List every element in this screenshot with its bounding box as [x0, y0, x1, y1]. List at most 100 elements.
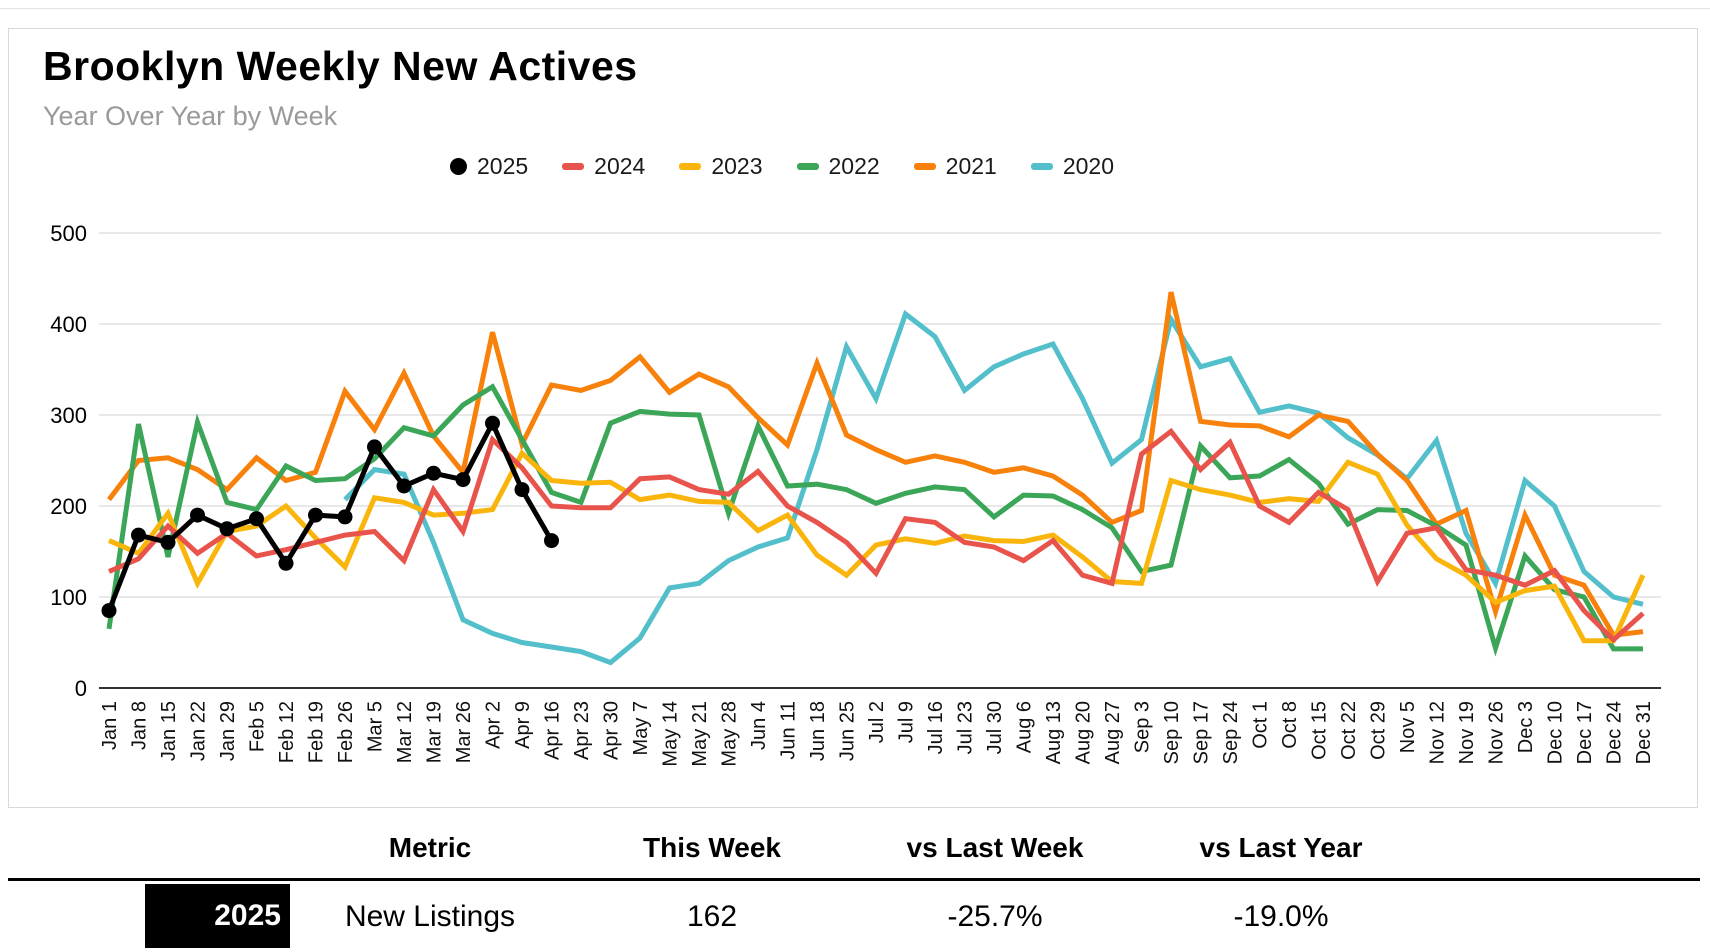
series-2020[interactable]	[343, 309, 1644, 666]
x-tick-label: Jul 2	[866, 701, 888, 743]
series-2021[interactable]	[107, 291, 1644, 638]
y-tick-label: 300	[50, 403, 87, 428]
x-tick-label: Mar 26	[453, 701, 475, 763]
legend-item-2024: 2024	[562, 153, 645, 180]
x-tick-label: Dec 10	[1545, 701, 1567, 764]
legend-label: 2022	[828, 153, 880, 179]
series-2023-line[interactable]	[108, 449, 1646, 644]
x-tick-label: Feb 19	[306, 701, 328, 763]
col-header-vs-last-year: vs Last Year	[1199, 832, 1363, 863]
x-tick-label: Dec 24	[1604, 701, 1626, 764]
series-2025-point-Feb 19[interactable]	[308, 507, 323, 523]
x-tick-label: Nov 12	[1427, 701, 1449, 764]
x-tick-label: Nov 19	[1456, 701, 1478, 764]
series-2025-point-Jan 29[interactable]	[219, 521, 235, 537]
x-tick-label: Mar 12	[394, 701, 416, 763]
series-2025-point-Feb 26[interactable]	[337, 509, 353, 525]
x-tick-label: May 7	[630, 701, 652, 755]
series-2025-point-Jan 15[interactable]	[160, 534, 176, 550]
x-tick-label: Nov 5	[1397, 701, 1419, 753]
legend-item-2025: 2025	[449, 153, 529, 180]
x-tick-label: Jan 1	[99, 701, 121, 750]
y-tick-label: 100	[50, 585, 87, 610]
col-header-vs-last-week: vs Last Week	[906, 832, 1084, 863]
series-2025-point-Feb 12[interactable]	[278, 555, 294, 571]
x-tick-label: Jan 8	[129, 701, 151, 750]
x-tick-label: May 21	[689, 701, 711, 767]
x-tick-label: Apr 2	[483, 701, 505, 749]
y-tick-label: 400	[50, 312, 87, 337]
x-tick-label: Dec 17	[1574, 701, 1596, 764]
x-tick-label: Apr 9	[512, 701, 534, 749]
y-tick-label: 200	[50, 494, 87, 519]
x-tick-label: Jun 18	[807, 701, 829, 761]
legend-label: 2020	[1062, 153, 1115, 179]
x-tick-label: Sep 17	[1191, 701, 1213, 764]
series-2025-point-Jan 8[interactable]	[131, 527, 146, 543]
series-2020-line[interactable]	[343, 309, 1644, 666]
legend-marker-2023	[679, 163, 702, 170]
series-2025[interactable]	[101, 415, 560, 619]
series-2025-point-Mar 26[interactable]	[455, 472, 471, 488]
series-2025-line[interactable]	[106, 417, 554, 612]
series-2024-line[interactable]	[108, 427, 1645, 644]
y-tick-label: 500	[50, 221, 87, 246]
series-2025-point-Mar 19[interactable]	[426, 465, 441, 481]
x-tick-label: Sep 3	[1132, 701, 1154, 753]
series-2025-point-Feb 5[interactable]	[249, 511, 264, 527]
cell-this-week: 162	[686, 900, 738, 933]
chart-card: Brooklyn Weekly New Actives Year Over Ye…	[8, 28, 1698, 808]
page-top-divider	[0, 8, 1710, 9]
series-2025-point-Mar 12[interactable]	[396, 478, 412, 494]
series-2025-point-Apr 16[interactable]	[544, 533, 559, 549]
legend-marker-2021	[913, 163, 936, 170]
legend-label: 2025	[476, 153, 529, 179]
legend-marker-2020	[1030, 163, 1053, 170]
x-tick-label: Apr 23	[571, 701, 593, 760]
table-header-rule	[8, 878, 1700, 881]
x-tick-label: Jun 25	[837, 701, 859, 761]
summary-table: Metric This Week vs Last Week vs Last Ye…	[0, 808, 1710, 952]
x-tick-label: Oct 1	[1250, 701, 1272, 749]
x-tick-label: Sep 24	[1220, 701, 1242, 764]
x-tick-label: Oct 22	[1338, 701, 1360, 760]
legend-label: 2021	[945, 153, 997, 179]
gridlines	[99, 232, 1661, 689]
series-2023[interactable]	[108, 449, 1646, 644]
series-2024[interactable]	[108, 427, 1645, 644]
chart-legend: 2025 2024 2023 2022 2021 2020	[449, 153, 1115, 180]
x-tick-label: Apr 16	[542, 701, 564, 760]
cell-metric: New Listings	[344, 900, 516, 933]
series-2025-point-Jan 22[interactable]	[190, 507, 205, 523]
x-axis-labels: Jan 1 Jan 8 Jan 15 Jan 22 Jan 29 Feb 5 Feb 12 F…	[99, 701, 1655, 767]
x-tick-label: Feb 12	[276, 701, 298, 763]
x-tick-label: Jul 9	[896, 701, 918, 743]
series-2025-point-Jan 1[interactable]	[101, 603, 117, 619]
legend-item-2020: 2020	[1030, 153, 1115, 180]
x-tick-label: Oct 29	[1368, 701, 1390, 760]
col-header-metric: Metric	[388, 832, 472, 863]
series-2025-point-Apr 2[interactable]	[485, 415, 500, 431]
x-tick-label: Jul 30	[984, 701, 1006, 754]
y-tick-label: 0	[75, 676, 87, 701]
legend-item-2023: 2023	[679, 153, 763, 180]
x-tick-label: Jan 29	[217, 701, 239, 761]
col-header-this-week: This Week	[643, 832, 781, 863]
series-2025-point-Apr 9[interactable]	[514, 482, 530, 498]
x-tick-label: Apr 30	[601, 701, 623, 760]
series-2021-line[interactable]	[107, 291, 1644, 638]
x-tick-label: Feb 26	[335, 701, 357, 763]
x-tick-label: Mar 5	[365, 701, 387, 752]
series-2025-point-Mar 5[interactable]	[367, 439, 382, 455]
y-axis-labels: 0 100 200 300 400 500	[50, 221, 87, 701]
legend-item-2021: 2021	[913, 153, 997, 180]
x-tick-label: Feb 5	[247, 701, 269, 752]
legend-marker-2022	[796, 163, 819, 170]
cell-vs-last-year: -19.0%	[1233, 900, 1329, 933]
x-tick-label: Sep 10	[1161, 701, 1183, 764]
chart-subtitle: Year Over Year by Week	[43, 101, 338, 131]
x-tick-label: Nov 26	[1486, 701, 1508, 764]
x-tick-label: Jul 23	[955, 701, 977, 754]
